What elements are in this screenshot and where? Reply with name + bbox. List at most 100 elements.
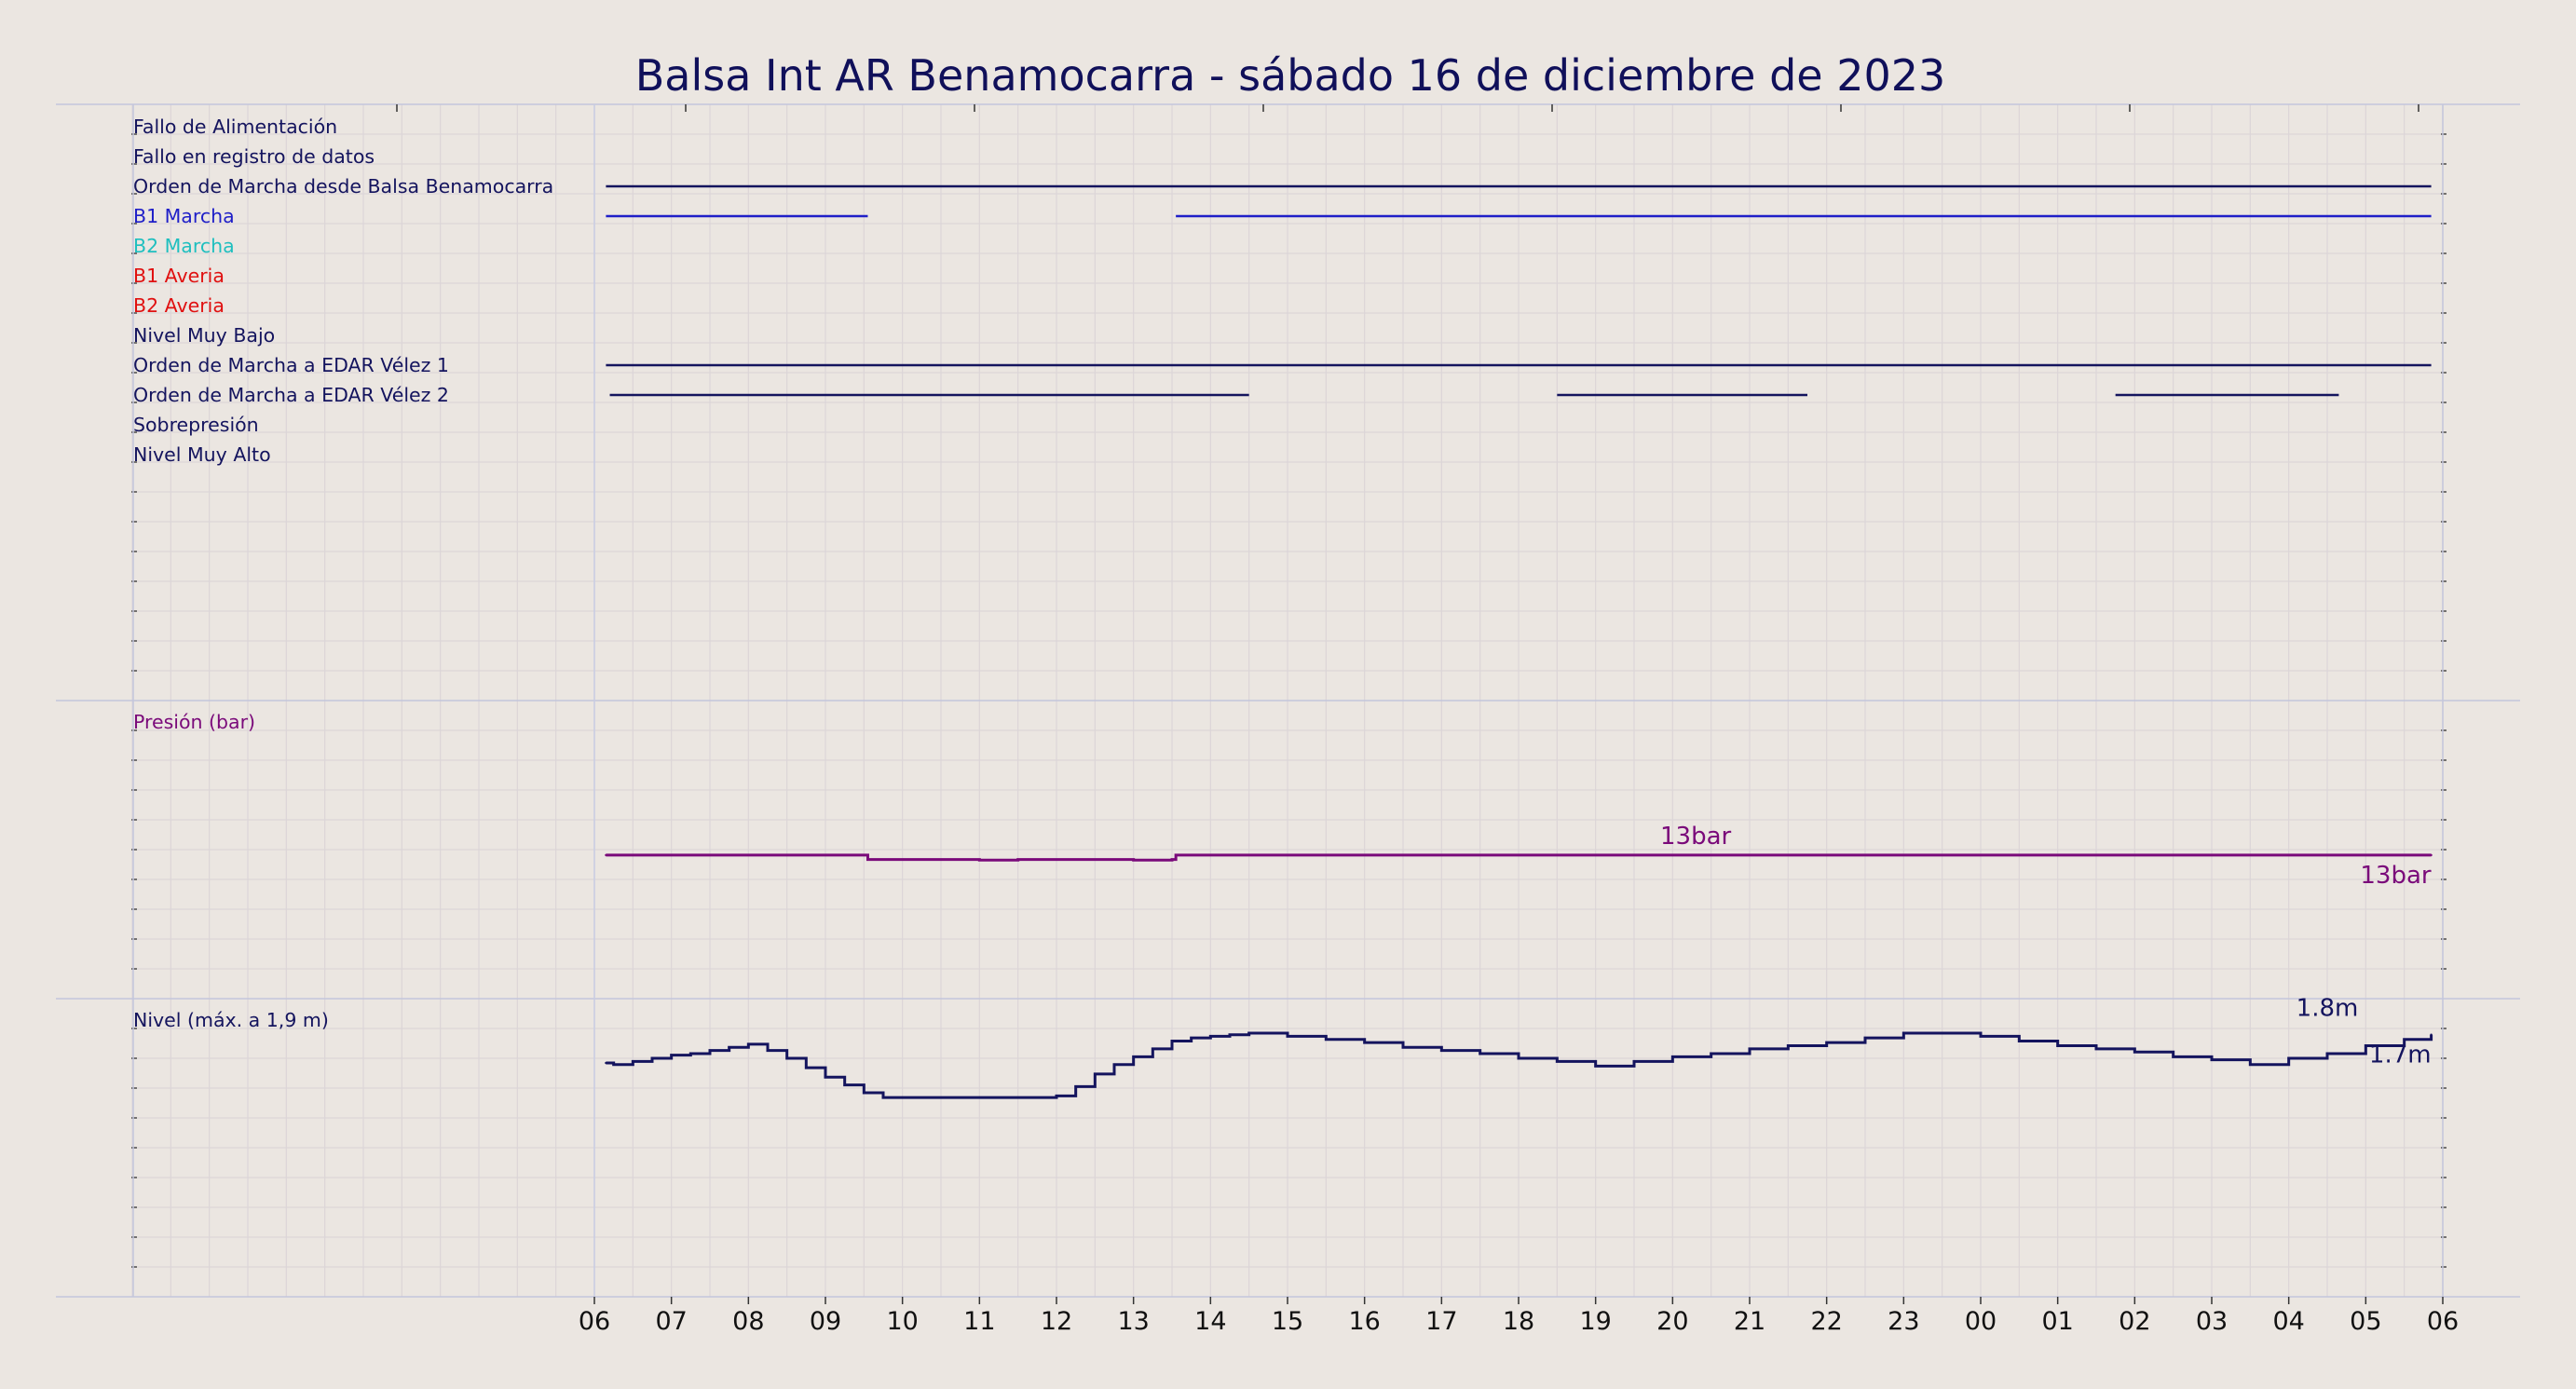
level-point [824, 1076, 827, 1079]
pressure-point [1979, 853, 1983, 857]
x-tick-label: 20 [1656, 1307, 1688, 1336]
pressure-point [1363, 853, 1366, 857]
signal-label: B2 Marcha [133, 235, 235, 257]
level-point [1132, 1055, 1135, 1058]
pressure-point [708, 853, 712, 857]
level-point [2056, 1044, 2059, 1047]
level-point [650, 1056, 654, 1060]
level-point [670, 1054, 673, 1056]
level-point [1363, 1041, 1366, 1044]
level-point [1556, 1060, 1559, 1063]
x-tick-label: 23 [1888, 1307, 1919, 1336]
pressure-point [1170, 858, 1174, 861]
pressure-point [1174, 853, 1178, 857]
signal-label: Orden de Marcha desde Balsa Benamocarra [133, 175, 553, 197]
level-point [1401, 1046, 1405, 1049]
level-panel-label: Nivel (máx. a 1,9 m) [133, 1009, 329, 1031]
pressure-panel: Presión (bar) 13bar 13bar [133, 711, 2433, 890]
pressure-point [863, 853, 865, 857]
signal-label: B1 Averia [133, 265, 225, 287]
level-point [1170, 1040, 1174, 1042]
pressure-point [824, 853, 827, 857]
pressure-point [747, 853, 750, 857]
x-tick-label: 01 [2041, 1307, 2073, 1336]
pressure-point [2133, 853, 2136, 857]
signal-label: Fallo en registro de datos [133, 145, 375, 168]
level-annotation: 1.7m [2369, 1042, 2432, 1069]
level-point [605, 1061, 607, 1065]
x-tick-label: 07 [655, 1307, 687, 1336]
level-annotation: 1.8m [2297, 994, 2359, 1022]
level-point [1094, 1072, 1097, 1076]
x-tick-label: 05 [2350, 1307, 2381, 1336]
x-tick-label: 17 [1425, 1307, 1457, 1336]
level-point [1286, 1035, 1289, 1038]
level-point [1247, 1031, 1250, 1035]
level-point [1671, 1055, 1674, 1058]
x-tick-label: 18 [1503, 1307, 1534, 1336]
x-tick-label: 03 [2196, 1307, 2228, 1336]
pressure-point [978, 859, 981, 862]
level-point [863, 1091, 865, 1095]
level-point [1632, 1060, 1636, 1063]
x-tick-label: 19 [1579, 1307, 1611, 1336]
x-tick-label: 04 [2272, 1307, 2304, 1336]
signal-label: Sobrepresión [133, 414, 259, 436]
signal-label: B1 Marcha [133, 205, 235, 227]
pressure-point [1440, 853, 1443, 857]
level-point [1594, 1065, 1597, 1068]
signal-label: Orden de Marcha a EDAR Vélez 2 [133, 384, 449, 406]
pressure-point [1671, 853, 1674, 857]
level-point [1074, 1085, 1077, 1088]
level-point [1209, 1035, 1212, 1038]
pressure-point [2210, 853, 2214, 857]
level-point [689, 1052, 692, 1055]
x-tick-label: 00 [1965, 1307, 1997, 1336]
pressure-point [1016, 858, 1019, 861]
pressure-point [605, 853, 607, 857]
level-series-line [606, 1031, 2433, 1099]
level-point [1979, 1035, 1983, 1038]
pressure-point [785, 853, 788, 857]
pressure-point [2430, 853, 2433, 857]
pressure-point [2056, 853, 2059, 857]
pressure-point [1748, 853, 1751, 857]
signals-panel: Fallo de Alimentación Fallo en registro d… [133, 116, 2432, 466]
pressure-annotation: 13bar [2360, 862, 2432, 890]
pressure-point [670, 853, 673, 857]
level-point [901, 1096, 904, 1099]
x-tick-label: 22 [1810, 1307, 1842, 1336]
signal-label: Fallo de Alimentación [133, 116, 337, 138]
level-point [2133, 1051, 2136, 1054]
level-point [632, 1060, 634, 1063]
x-tick-label: 02 [2119, 1307, 2150, 1336]
level-point [2249, 1063, 2252, 1066]
x-tick-label: 16 [1348, 1307, 1380, 1336]
level-point [1190, 1036, 1193, 1040]
level-point [2172, 1055, 2174, 1058]
level-point [1228, 1033, 1232, 1036]
signal-label: Nivel Muy Bajo [133, 324, 275, 347]
panel-frames [56, 103, 2520, 1298]
level-panel: Nivel (máx. a 1,9 m) 1.8m 1.7m [133, 994, 2433, 1099]
level-point [2287, 1056, 2290, 1060]
level-point [1863, 1036, 1867, 1040]
level-point [1016, 1096, 1019, 1099]
x-tick-label: 13 [1117, 1307, 1149, 1336]
level-point [881, 1096, 885, 1099]
level-point [785, 1056, 788, 1060]
level-point [1710, 1052, 1712, 1055]
pressure-point [1132, 859, 1135, 862]
pressure-point [2287, 853, 2290, 857]
pressure-point [1094, 858, 1097, 861]
level-point [1325, 1038, 1328, 1041]
signal-label: Nivel Muy Alto [133, 443, 271, 466]
level-point [612, 1063, 615, 1066]
pressure-point [1517, 853, 1520, 857]
pressure-point [901, 858, 904, 861]
pressure-point [1902, 853, 1905, 857]
level-point [766, 1049, 770, 1052]
x-tick-label: 06 [2427, 1307, 2459, 1336]
level-point [1055, 1095, 1058, 1097]
level-point [2210, 1058, 2214, 1061]
